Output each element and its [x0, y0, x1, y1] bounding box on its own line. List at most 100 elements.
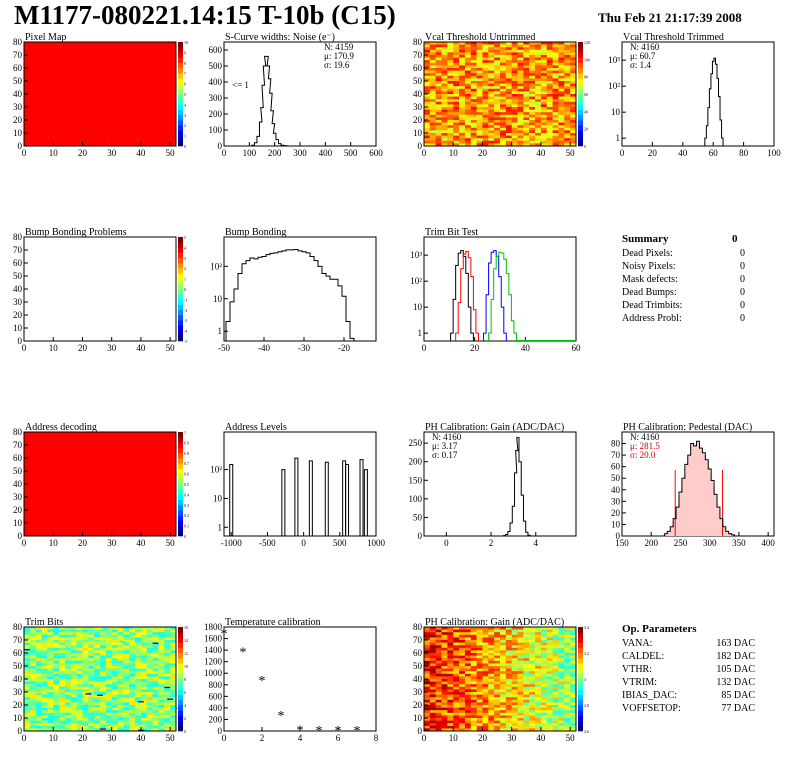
heatmap-cell [546, 689, 553, 693]
heatmap-cell [564, 673, 571, 677]
x-tick-label: 400 [319, 148, 333, 158]
heatmap-cell [105, 679, 112, 682]
heatmap-cell [105, 653, 112, 656]
heatmap-cell [552, 130, 559, 134]
heatmap-cell [152, 666, 159, 669]
heatmap-cell [564, 684, 571, 688]
heatmap-cell [35, 686, 42, 690]
heatmap-cell [47, 637, 54, 641]
heatmap-cell [488, 658, 495, 662]
heatmap-cell [152, 723, 159, 727]
heatmap-cell [123, 650, 130, 654]
palette-step [178, 663, 183, 669]
heatmap-cell [53, 655, 60, 659]
heatmap-cell [488, 650, 495, 654]
heatmap-cell [82, 655, 89, 659]
palette-step [578, 668, 583, 675]
heatmap-cell [435, 138, 442, 142]
y-tick-label: 0 [18, 531, 23, 541]
heatmap-cell [564, 629, 571, 633]
panel-title: Temperature calibration [225, 617, 321, 628]
heatmap-cell [505, 668, 512, 672]
heatmap-cell [546, 112, 553, 116]
heatmap-cell [53, 712, 60, 716]
heatmap-cell [152, 642, 159, 646]
heatmap-cell [494, 75, 501, 79]
palette-step [178, 299, 183, 305]
heatmap-cell [70, 681, 77, 685]
heatmap-cell [47, 684, 54, 688]
heatmap-cell [435, 70, 442, 74]
heatmap-cell [476, 681, 483, 685]
heatmap-cell [164, 712, 171, 716]
palette-step [578, 73, 583, 79]
heatmap-cell [459, 65, 466, 69]
heatmap-cell [59, 699, 66, 703]
heatmap-cell [488, 676, 495, 680]
heatmap-cell [47, 640, 54, 643]
table-row-value: 0 [740, 261, 745, 272]
x-tick-label: 60 [709, 148, 719, 158]
heatmap-cell [117, 720, 124, 724]
heatmap-cell [64, 660, 72, 664]
heatmap-cell [535, 666, 542, 669]
palette-step [178, 247, 183, 253]
heatmap-cell [35, 629, 42, 633]
heatmap-cell [517, 723, 524, 727]
heatmap-cell [476, 47, 483, 51]
heatmap-cell [529, 96, 536, 100]
heatmap-cell [424, 96, 431, 100]
heatmap-cell [488, 666, 495, 669]
heatmap-cell [488, 681, 495, 685]
palette-step [578, 130, 583, 136]
heatmap-cell [494, 660, 501, 664]
heatmap-cell [70, 629, 77, 633]
heatmap-cell [82, 634, 89, 638]
y-tick-label: 0 [418, 141, 423, 151]
heatmap-cell [88, 655, 95, 659]
heatmap-cell [429, 629, 436, 633]
panel-title: Bump Bonding Problems [25, 227, 127, 238]
palette-step [578, 653, 583, 659]
heatmap-cell [453, 725, 460, 729]
heatmap-cell [470, 81, 477, 84]
heatmap-cell [540, 676, 548, 680]
heatmap-cell [88, 684, 95, 688]
heatmap-cell [41, 647, 48, 651]
heatmap-cell [488, 647, 495, 651]
heatmap-cell [476, 702, 483, 706]
heatmap-cell [523, 720, 530, 724]
heatmap-cell [482, 637, 489, 641]
heatmap-cell [552, 138, 559, 142]
heatmap-cell [511, 668, 518, 672]
heatmap-cell [70, 645, 77, 649]
heatmap-cell [505, 47, 512, 51]
y-tick-label: 10 [413, 713, 423, 723]
heatmap-cell [441, 114, 448, 118]
heatmap-cell [552, 694, 559, 698]
heatmap-cell [88, 658, 95, 662]
heatmap-cell [482, 96, 489, 100]
heatmap-cell [540, 673, 548, 677]
y-tick-label: 1800 [204, 622, 223, 632]
heatmap-cell [482, 60, 489, 64]
heatmap-cell [100, 637, 107, 641]
heatmap-cell [464, 122, 472, 126]
heatmap-cell [59, 663, 66, 667]
heatmap-cell [558, 697, 565, 701]
heatmap-cell [535, 655, 542, 659]
heatmap-cell [123, 697, 130, 701]
y-tick-label: 30 [13, 492, 23, 502]
palette-step [178, 679, 183, 685]
heatmap-cell [47, 720, 54, 724]
palette-tick-label: 3 [184, 113, 186, 118]
heatmap-cell [35, 699, 42, 703]
heatmap-cell [500, 112, 507, 116]
heatmap-cell [88, 634, 95, 638]
heatmap-cell [470, 99, 477, 103]
heatmap-cell [76, 728, 83, 732]
heatmap-cell [482, 702, 489, 706]
heatmap-cell [470, 52, 477, 56]
heatmap-cell [111, 663, 118, 667]
heatmap-cell [24, 640, 31, 643]
